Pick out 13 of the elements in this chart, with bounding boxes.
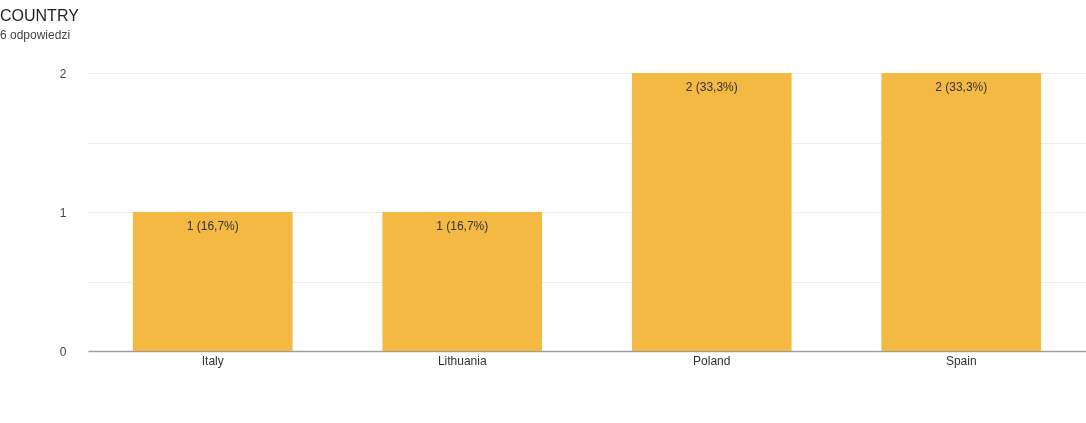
data-label: 1 (16,7%) (436, 219, 489, 233)
x-tick-label: Poland (693, 353, 731, 368)
x-tick-label: Italy (201, 353, 224, 368)
data-label: 2 (33,3%) (935, 80, 988, 94)
x-tick-label: Lithuania (437, 353, 487, 368)
data-label: 1 (16,7%) (186, 219, 239, 233)
data-label: 2 (33,3%) (685, 80, 738, 94)
chart-title: COUNTRY (0, 7, 80, 24)
y-tick-label: 0 (59, 344, 67, 359)
x-tick-label: Spain (945, 353, 977, 368)
chart-subtitle: 6 odpowiedzi (0, 28, 71, 42)
y-tick-label: 2 (59, 66, 67, 81)
y-tick-label: 1 (59, 205, 67, 220)
